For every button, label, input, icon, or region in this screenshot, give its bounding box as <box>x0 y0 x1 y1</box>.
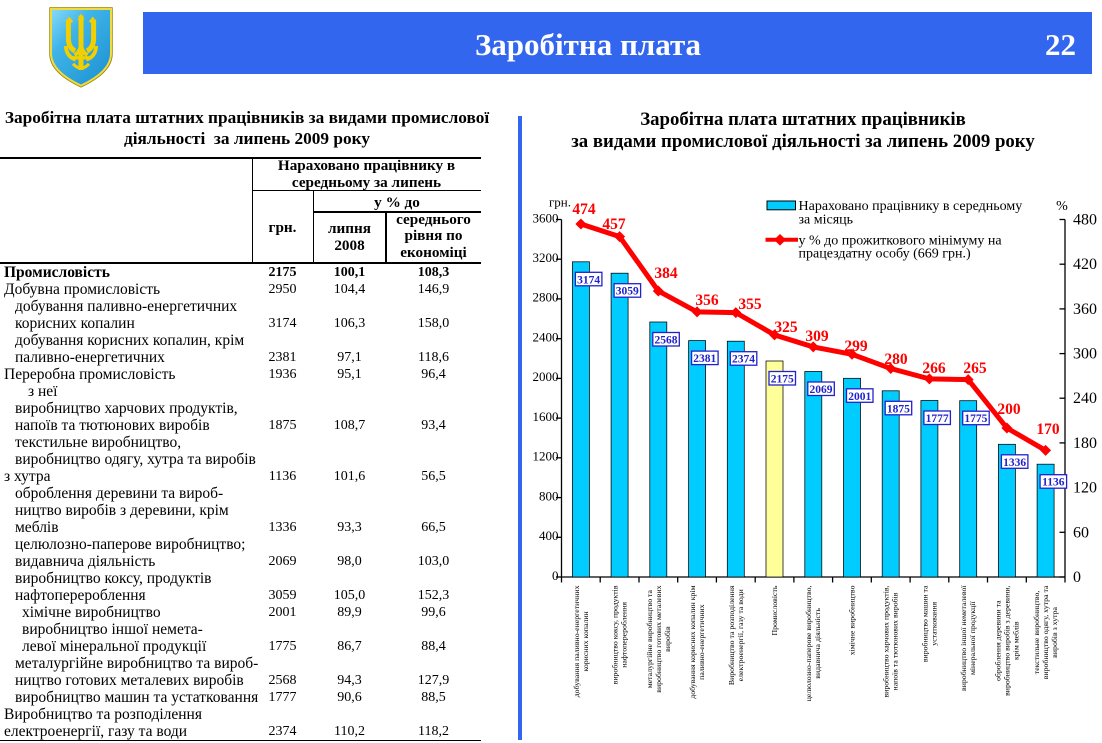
svg-text:1600: 1600 <box>533 409 559 424</box>
svg-text:грн.: грн. <box>549 195 571 210</box>
svg-text:1136: 1136 <box>1042 477 1065 489</box>
svg-text:2381: 2381 <box>693 353 716 365</box>
svg-text:мінеральної продукції: мінеральної продукції <box>968 601 977 676</box>
svg-text:працездатну особу (669 грн.): працездатну особу (669 грн.) <box>799 247 971 262</box>
svg-text:474: 474 <box>572 201 596 218</box>
svg-text:устатковання: устатковання <box>929 601 938 645</box>
svg-text:добування паливно-енергетичних: добування паливно-енергетичних <box>572 585 581 697</box>
svg-text:3174: 3174 <box>577 274 600 286</box>
svg-text:2175: 2175 <box>771 374 794 386</box>
svg-text:300: 300 <box>1073 346 1097 363</box>
svg-text:у % до прожиткового мінімуму н: у % до прожиткового мінімуму на <box>799 234 1003 249</box>
svg-text:1875: 1875 <box>887 403 910 415</box>
svg-text:0: 0 <box>552 568 559 583</box>
svg-text:2568: 2568 <box>655 335 678 347</box>
svg-text:200: 200 <box>997 401 1021 418</box>
svg-text:Промисловість: Промисловість <box>770 585 779 635</box>
svg-text:3600: 3600 <box>533 210 559 225</box>
svg-text:нафтоперероблення: нафтоперероблення <box>620 602 629 668</box>
svg-text:виробництво коксу, продуктів: виробництво коксу, продуктів <box>611 585 620 684</box>
svg-text:2069: 2069 <box>810 384 833 396</box>
svg-text:170: 170 <box>1036 421 1060 438</box>
svg-text:металургійне виробництво та: металургійне виробництво та <box>645 589 654 688</box>
svg-text:Нараховано працівнику в середн: Нараховано працівнику в середньому <box>799 199 1023 214</box>
svg-text:457: 457 <box>602 216 626 233</box>
svg-text:1777: 1777 <box>926 413 949 425</box>
svg-text:виробництво виробів з деревини: виробництво виробів з деревини, <box>1002 585 1011 695</box>
svg-text:паливно-енергетичних: паливно-енергетичних <box>697 604 706 680</box>
svg-text:384: 384 <box>654 265 678 282</box>
svg-text:0: 0 <box>1073 569 1081 586</box>
svg-text:356: 356 <box>695 292 719 309</box>
svg-text:текстильне виробництво,: текстильне виробництво, <box>1032 591 1041 675</box>
svg-text:Виробництво та розподілення: Виробництво та розподілення <box>727 585 736 685</box>
svg-text:за місяць: за місяць <box>799 212 854 227</box>
svg-text:1336: 1336 <box>1003 457 1026 469</box>
svg-text:280: 280 <box>884 351 908 368</box>
svg-text:3059: 3059 <box>616 286 639 298</box>
svg-text:виробництво іншої неметалевої: виробництво іншої неметалевої <box>959 585 968 691</box>
svg-text:виробництво одягу, хутра та: виробництво одягу, хутра та <box>1041 585 1050 679</box>
svg-text:1775: 1775 <box>964 413 987 425</box>
svg-text:добування корисних копалин крі: добування корисних копалин крім <box>688 585 697 698</box>
svg-text:хімічне виробництво: хімічне виробництво <box>848 585 857 655</box>
svg-text:180: 180 <box>1073 435 1097 452</box>
svg-text:виробництво харчових продуктів: виробництво харчових продуктів, <box>882 585 891 697</box>
svg-text:1200: 1200 <box>533 449 559 464</box>
svg-text:виробів з хутра: виробів з хутра <box>1050 606 1059 657</box>
svg-text:крім меблів: крім меблів <box>1011 621 1020 660</box>
svg-text:виробів: виробів <box>663 626 672 652</box>
svg-text:309: 309 <box>805 328 829 345</box>
svg-text:299: 299 <box>844 338 868 355</box>
svg-text:400: 400 <box>539 528 559 543</box>
svg-text:3200: 3200 <box>533 250 559 265</box>
svg-text:360: 360 <box>1073 301 1097 318</box>
svg-text:800: 800 <box>539 488 559 503</box>
svg-text:2400: 2400 <box>533 330 559 345</box>
svg-text:корисних копалин: корисних копалин <box>581 611 590 671</box>
svg-text:целюлозно-паперове виробництво: целюлозно-паперове виробництво, <box>804 585 813 701</box>
svg-text:120: 120 <box>1073 480 1097 497</box>
svg-text:видавнича діяльність: видавнича діяльність <box>813 608 822 679</box>
svg-text:оброблення деревини та: оброблення деревини та <box>993 600 1002 681</box>
svg-text:%: % <box>1056 199 1068 214</box>
svg-text:240: 240 <box>1073 390 1097 407</box>
svg-text:виробництво машин та: виробництво машин та <box>920 585 929 662</box>
svg-text:2000: 2000 <box>533 369 559 384</box>
svg-text:325: 325 <box>774 319 798 336</box>
svg-text:265: 265 <box>963 360 987 377</box>
svg-text:355: 355 <box>738 296 762 313</box>
svg-text:60: 60 <box>1073 524 1089 541</box>
svg-text:266: 266 <box>922 360 946 377</box>
svg-text:480: 480 <box>1073 212 1097 229</box>
svg-text:2001: 2001 <box>848 391 871 403</box>
svg-text:2374: 2374 <box>732 354 755 366</box>
svg-text:електроенергії, газу та води: електроенергії, газу та води <box>736 589 745 681</box>
svg-text:виробництво готових металевих: виробництво готових металевих <box>654 585 663 692</box>
svg-text:2800: 2800 <box>533 290 559 305</box>
svg-text:напоїв та тютюнових виробів: напоїв та тютюнових виробів <box>891 592 900 690</box>
svg-text:420: 420 <box>1073 256 1097 273</box>
